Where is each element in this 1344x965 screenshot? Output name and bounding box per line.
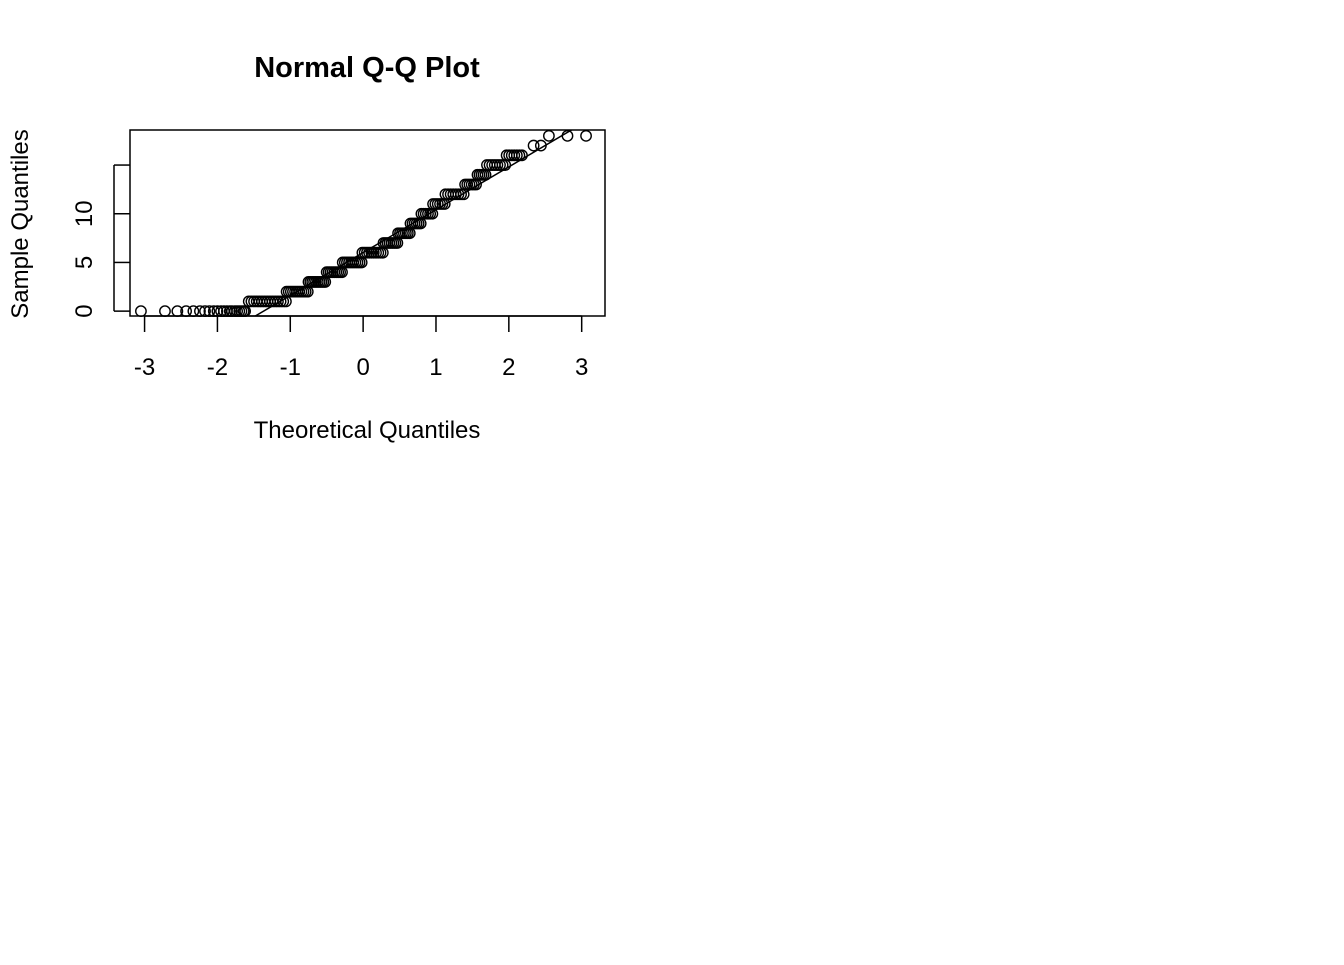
qq-point xyxy=(580,129,592,142)
x-axis: -3 -2 -1 0 1 2 3 xyxy=(134,315,588,381)
y-tick-label: 5 xyxy=(71,256,98,269)
qq-point xyxy=(203,305,216,318)
x-tick-label: 0 xyxy=(356,354,369,381)
qq-point xyxy=(516,149,528,162)
qq-point xyxy=(211,305,224,318)
x-tick-label: -3 xyxy=(134,354,155,381)
qq-point xyxy=(561,129,574,142)
qq-point xyxy=(527,139,540,152)
qq-point xyxy=(199,305,211,318)
qq-point xyxy=(543,129,555,142)
qq-point xyxy=(180,305,192,318)
qq-point xyxy=(171,305,184,318)
x-tick-label: -1 xyxy=(280,354,301,381)
x-tick-label: 3 xyxy=(575,354,588,381)
qq-point xyxy=(194,305,206,318)
qq-point xyxy=(159,305,171,318)
y-axis-label: Sample Quantiles xyxy=(7,129,34,318)
qq-point xyxy=(226,305,238,318)
points-layer xyxy=(135,129,592,318)
qq-point xyxy=(187,305,200,318)
qq-point xyxy=(135,305,147,318)
y-tick-label: 0 xyxy=(71,304,98,317)
x-tick-label: 1 xyxy=(429,354,442,381)
chart-title: Normal Q-Q Plot xyxy=(254,52,480,84)
x-axis-label: Theoretical Quantiles xyxy=(254,417,481,444)
x-tick-label: 2 xyxy=(502,354,515,381)
y-tick-label: 10 xyxy=(71,200,98,227)
y-axis: 0 5 10 xyxy=(71,164,130,318)
x-tick-label: -2 xyxy=(207,354,228,381)
qq-point xyxy=(534,139,547,152)
